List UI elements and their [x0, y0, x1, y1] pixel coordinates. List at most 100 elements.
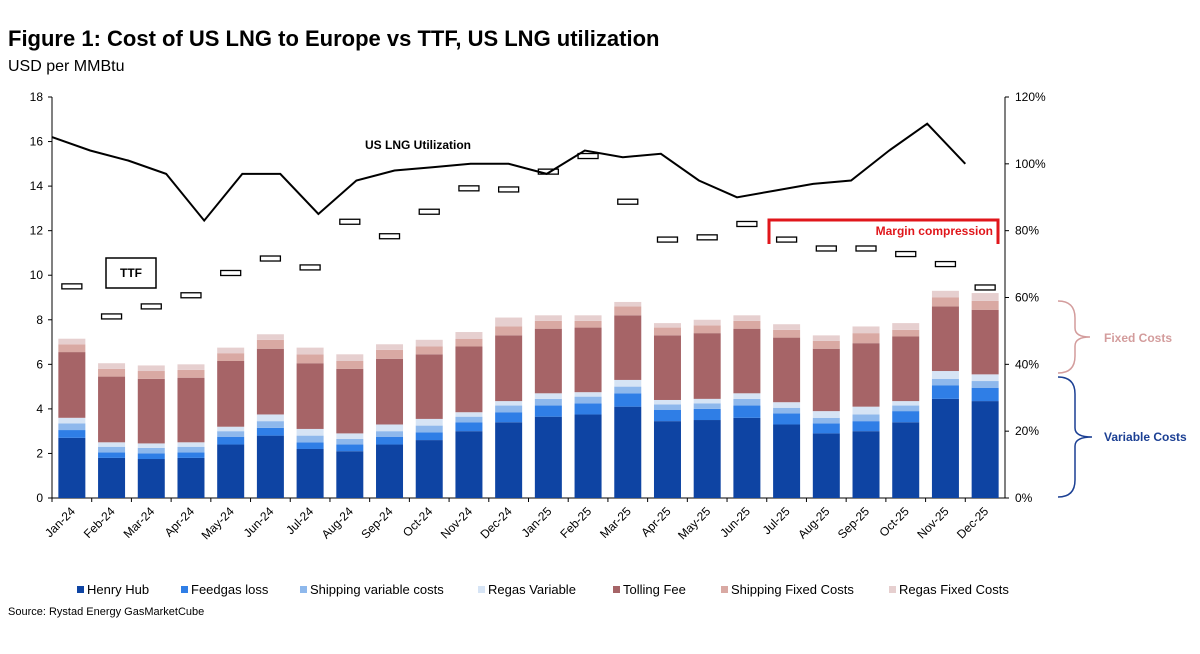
bar-segment	[574, 315, 602, 321]
x-tick-label: Jun-25	[717, 504, 753, 540]
bar-segment	[336, 354, 364, 361]
bar-segment	[296, 428, 324, 436]
bar-segment	[376, 431, 404, 437]
bar-segment	[693, 398, 721, 404]
bar-segment	[455, 416, 483, 423]
bar-segment	[336, 444, 364, 452]
bar-segment	[98, 442, 126, 447]
bar-segment	[812, 423, 840, 434]
x-tick-label: Sep-25	[835, 504, 872, 541]
x-tick-label: Nov-24	[438, 504, 475, 541]
legend-item: Henry Hub	[87, 582, 149, 597]
bar-segment	[931, 371, 959, 379]
bar-segment	[812, 348, 840, 412]
x-tick-label: May-24	[199, 504, 237, 542]
bar-segment	[137, 371, 165, 379]
bar-segment	[98, 452, 126, 458]
bar-segment	[534, 416, 562, 498]
ttf-marker	[736, 220, 758, 228]
bar-segment	[256, 348, 284, 415]
bar-segment	[336, 368, 364, 434]
bar-segment	[614, 301, 642, 307]
bar-segment	[773, 337, 801, 403]
bar-segment	[931, 297, 959, 307]
x-tick-label: Oct-24	[400, 504, 436, 540]
bar-segment	[336, 438, 364, 445]
y-tick-label: 12	[30, 224, 44, 238]
bar-segment	[733, 328, 761, 394]
bar-segment	[415, 432, 443, 441]
figure-subtitle: USD per MMBtu	[8, 58, 125, 75]
bar-segment	[455, 346, 483, 413]
bar-segment	[574, 396, 602, 404]
bar-segment	[614, 406, 642, 498]
bar-segment	[455, 338, 483, 347]
bar-segment	[534, 320, 562, 329]
bar-segment	[574, 327, 602, 393]
bar-segment	[336, 433, 364, 439]
ttf-marker	[656, 236, 679, 243]
bar-segment	[177, 442, 205, 447]
x-tick-label: Sep-24	[358, 504, 395, 541]
bar-segment	[415, 339, 443, 347]
bar-segment	[931, 398, 959, 498]
bar-segment	[376, 349, 404, 359]
bar-segment	[217, 436, 245, 445]
figure-title: Figure 1: Cost of US LNG to Europe vs TT…	[8, 26, 660, 51]
bar-segment	[495, 401, 523, 406]
ttf-marker	[934, 260, 957, 268]
bar-segment	[931, 378, 959, 386]
bar-segment	[971, 300, 999, 310]
source-note: Source: Rystad Energy GasMarketCube	[8, 606, 205, 618]
bar-segment	[495, 405, 523, 413]
bar-segment	[852, 326, 880, 334]
bar-segment	[217, 444, 245, 498]
bar-segment	[733, 398, 761, 406]
bar-segment	[852, 333, 880, 344]
bar-segment	[693, 319, 721, 326]
ttf-label: TTF	[120, 266, 142, 280]
legend-swatch	[77, 586, 84, 593]
bar-segment	[614, 393, 642, 407]
bar-segment	[892, 422, 920, 498]
legend-swatch	[478, 586, 485, 593]
ttf-marker	[497, 186, 520, 193]
legend-swatch	[889, 586, 896, 593]
bar-segment	[971, 387, 999, 402]
fixed-costs-label: Fixed Costs	[1104, 331, 1172, 345]
bar-segment	[217, 431, 245, 437]
bar-segment	[177, 377, 205, 443]
bar-segment	[495, 335, 523, 402]
bar-segment	[852, 431, 880, 498]
x-tick-label: Jul-24	[283, 504, 316, 537]
bar-segment	[58, 437, 86, 498]
bar-segment	[931, 290, 959, 298]
bar-segment	[58, 423, 86, 431]
bar-segment	[98, 457, 126, 498]
bar-segment	[653, 323, 681, 328]
bar-segment	[693, 408, 721, 421]
x-tick-label: Aug-25	[795, 504, 832, 541]
bar-segment	[376, 358, 404, 425]
bar-segment	[376, 444, 404, 498]
bar-segment	[495, 422, 523, 498]
margin-label: Margin compression	[876, 224, 993, 238]
y-tick-label: 18	[30, 90, 44, 104]
bar-segment	[693, 333, 721, 399]
stacked-bars	[58, 290, 999, 498]
y2-tick-label: 80%	[1015, 224, 1039, 238]
fixed-costs-brace	[1057, 300, 1091, 374]
bar-segment	[653, 335, 681, 400]
x-tick-label: Feb-25	[557, 504, 594, 541]
bar-segment	[892, 401, 920, 406]
x-tick-label: Mar-24	[121, 504, 158, 541]
legend-item: Regas Fixed Costs	[899, 582, 1009, 597]
utilization-label: US LNG Utilization	[365, 138, 471, 152]
bar-segment	[455, 332, 483, 339]
bar-segment	[852, 414, 880, 422]
bar-segment	[574, 403, 602, 415]
utilization-line	[51, 122, 967, 223]
y-tick-label: 0	[36, 491, 43, 505]
x-tick-label: Aug-24	[319, 504, 356, 541]
bar-segment	[931, 306, 959, 372]
